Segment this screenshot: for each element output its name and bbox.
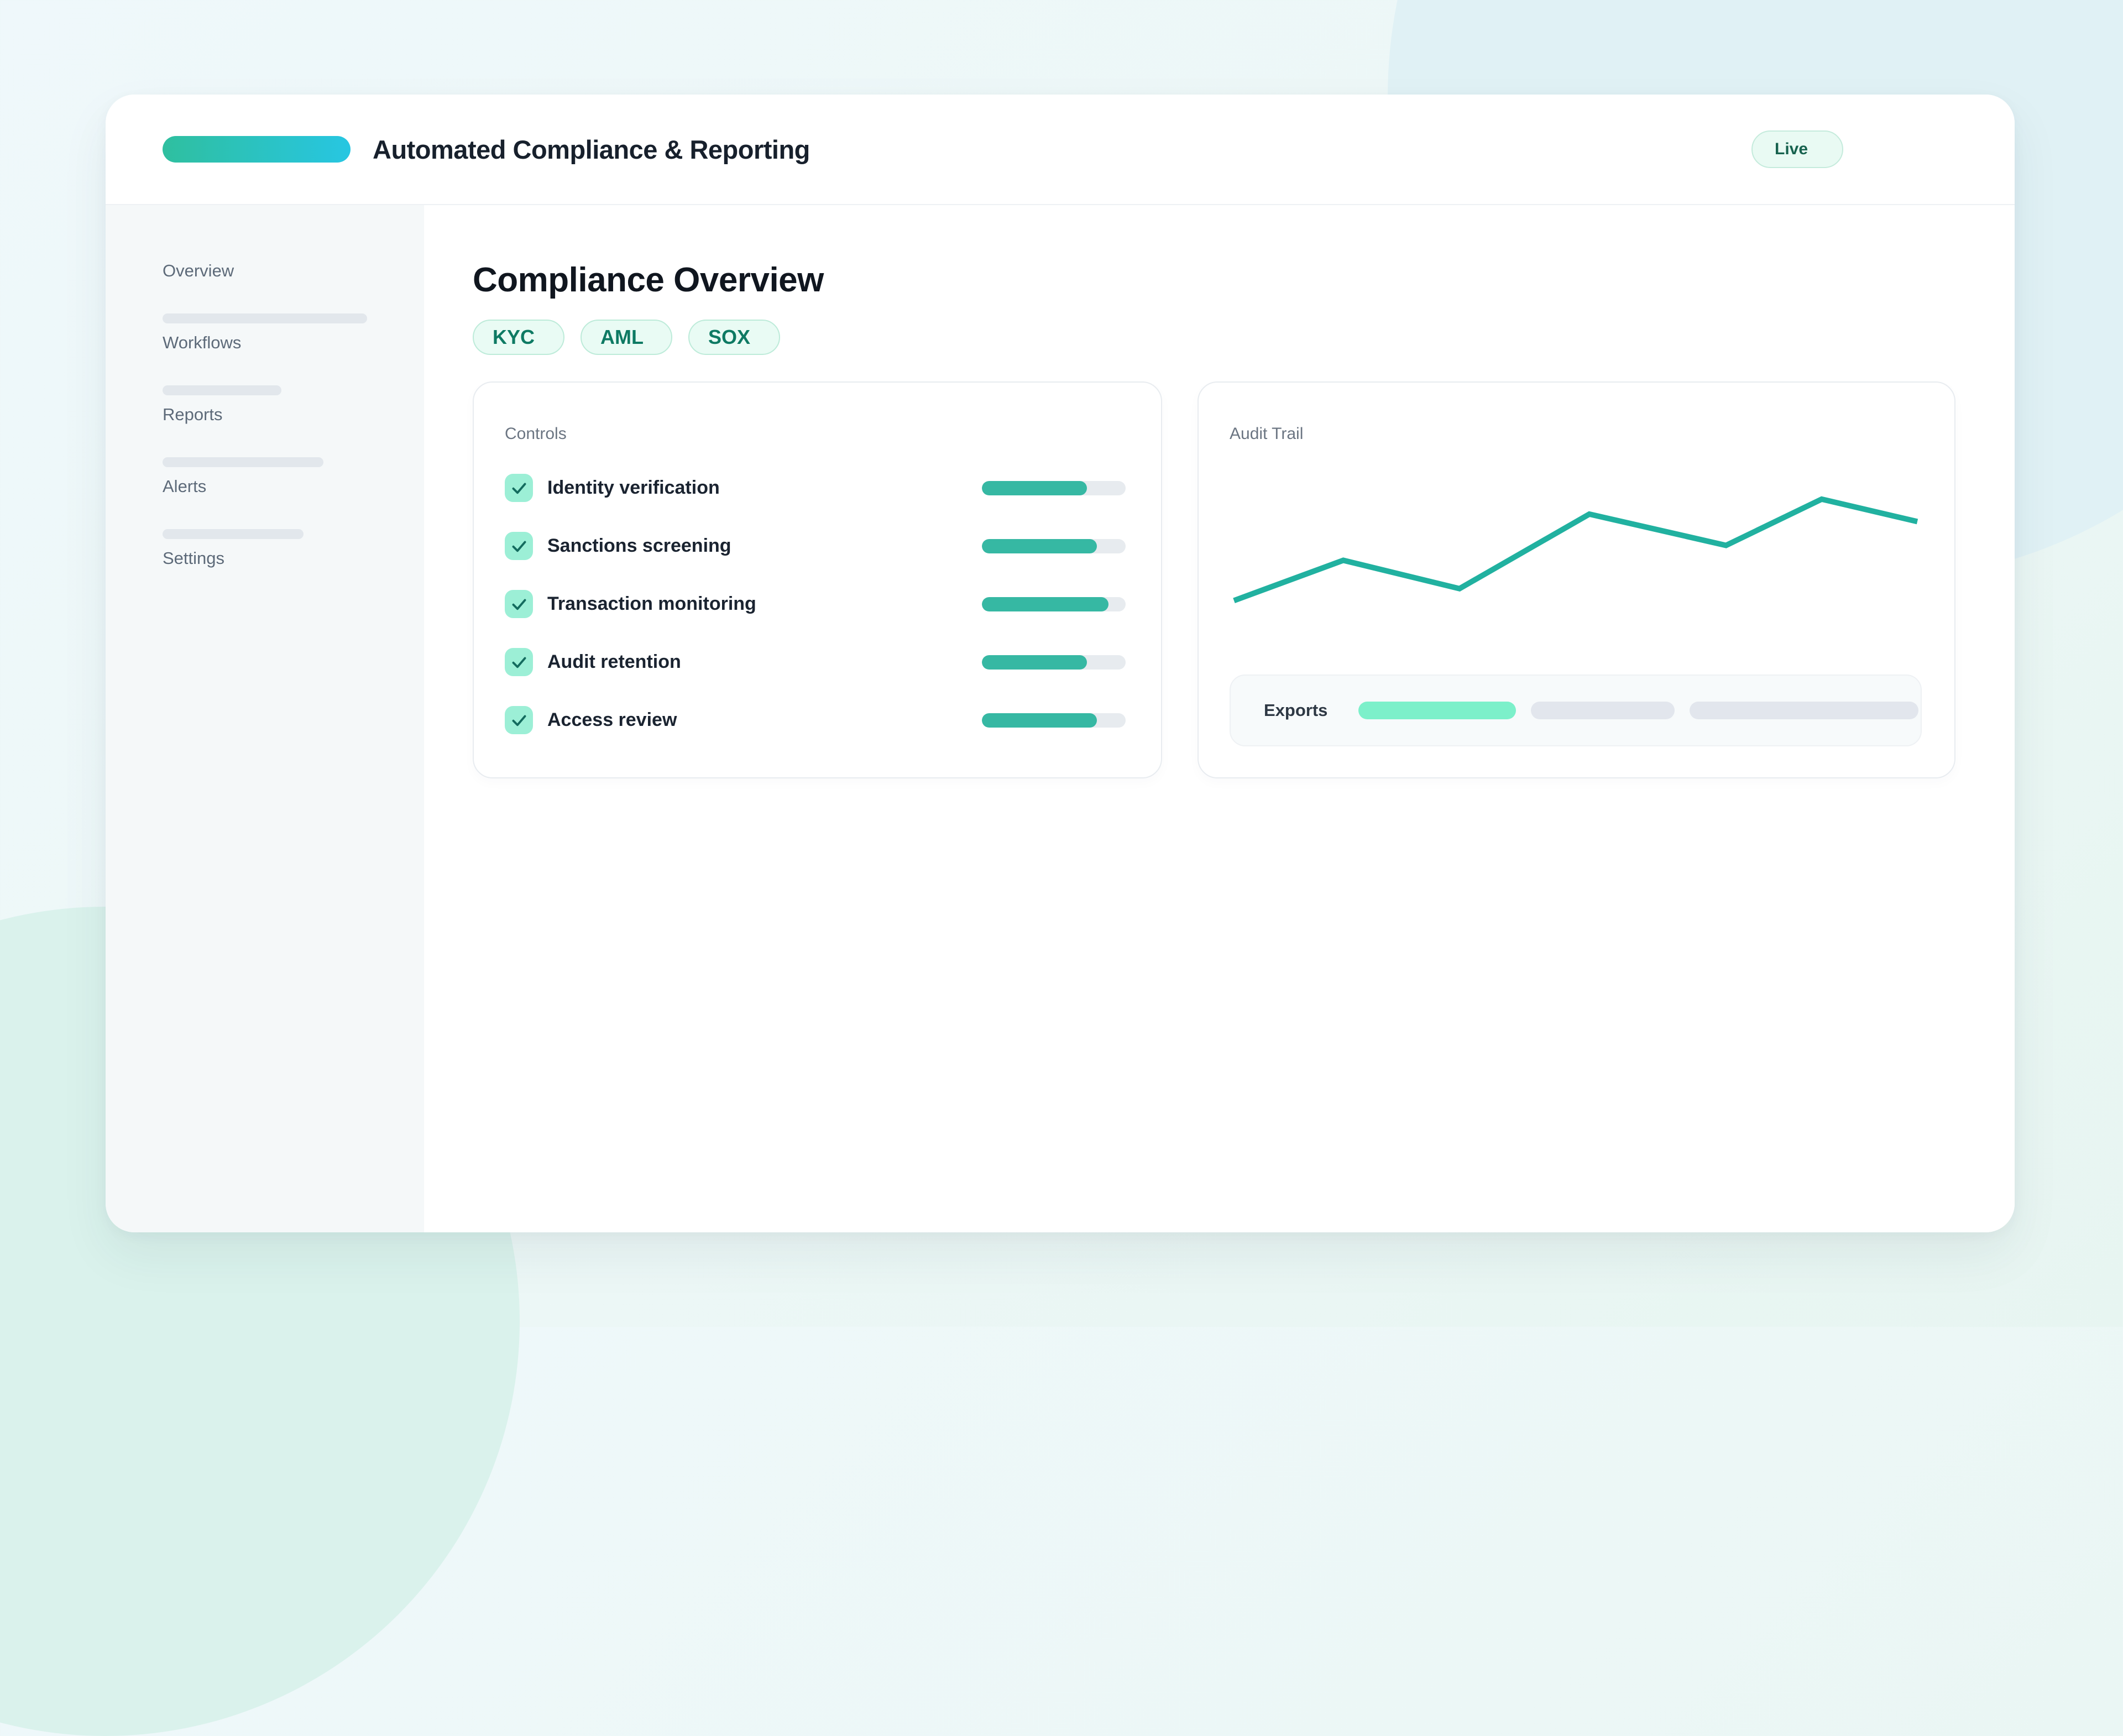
chip-aml[interactable]: AML [581,320,672,355]
app-window: Automated Compliance & Reporting Live Ov… [106,95,2015,1232]
sidebar-skeleton-bar [163,313,367,323]
check-icon [512,657,526,668]
progress-track [982,480,1126,495]
progress-fill [982,713,1097,728]
checkbox-checked[interactable] [505,590,533,618]
sidebar-item-label[interactable]: Reports [163,405,223,424]
audit-trail-chart [1230,447,1922,674]
progress-track [982,597,1126,611]
control-label: Access review [547,709,677,730]
sidebar-item-reports[interactable]: Reports [163,385,396,425]
sidebar-item-label[interactable]: Workflows [163,333,242,352]
sidebar-item-overview[interactable]: Overview [163,260,396,281]
progress-fill [982,480,1087,495]
checkbox-checked[interactable] [505,648,533,676]
control-row-access-review: Access review [505,691,1126,749]
export-pill-placeholder [1690,702,1918,719]
export-pill-placeholder [1531,702,1675,719]
sidebar-item-settings[interactable]: Settings [163,529,396,569]
compliance-chips: KYC AML SOX [473,320,1955,355]
check-icon [512,599,526,610]
chip-sox[interactable]: SOX [688,320,780,355]
control-label: Transaction monitoring [547,593,756,614]
control-row-audit-retention: Audit retention [505,633,1126,691]
live-status-label: Live [1775,140,1808,158]
check-icon [512,483,526,494]
controls-card-title: Controls [505,425,567,443]
check-icon [512,715,526,726]
sidebar-skeleton-bar [163,385,281,395]
sidebar-item-workflows[interactable]: Workflows [163,313,396,353]
sidebar: Overview Workflows Reports Alerts Settin… [106,205,424,1232]
exports-row: Exports [1230,674,1922,746]
sidebar-item-label[interactable]: Overview [163,261,234,280]
progress-track [982,655,1126,670]
chip-kyc[interactable]: KYC [473,320,564,355]
sidebar-item-label[interactable]: Settings [163,548,225,568]
page-title: Compliance Overview [473,261,824,299]
export-pill-highlight [1358,702,1517,719]
audit-trail-card: Audit Trail Exports [1198,381,1955,778]
sidebar-item-label[interactable]: Alerts [163,477,207,496]
sidebar-item-alerts[interactable]: Alerts [163,457,396,497]
audit-trail-line [1234,499,1917,600]
checkbox-checked[interactable] [505,706,533,734]
progress-fill [982,597,1108,611]
progress-fill [982,538,1097,553]
app-title: Automated Compliance & Reporting [373,134,810,164]
exports-label: Exports [1264,700,1328,720]
live-status-badge: Live [1751,130,1843,168]
control-label: Audit retention [547,651,681,672]
control-row-sanctions-screening: Sanctions screening [505,517,1126,575]
checkbox-checked[interactable] [505,532,533,560]
line-chart [1230,447,1922,674]
control-label: Sanctions screening [547,535,731,556]
control-row-identity-verification: Identity verification [505,459,1126,517]
control-row-transaction-monitoring: Transaction monitoring [505,575,1126,633]
main-content: Compliance Overview KYC AML SOX Controls… [424,205,2015,1232]
app-header: Automated Compliance & Reporting Live [106,95,2015,205]
progress-fill [982,655,1087,670]
controls-card: Controls Identity verification [473,381,1162,778]
progress-track [982,538,1126,553]
audit-trail-card-title: Audit Trail [1230,425,1304,443]
checkbox-checked[interactable] [505,474,533,502]
progress-track [982,713,1126,728]
check-icon [512,541,526,552]
app-logo [163,136,351,163]
export-pills [1358,702,1918,719]
sidebar-skeleton-bar [163,529,304,539]
control-label: Identity verification [547,477,720,498]
sidebar-skeleton-bar [163,457,323,467]
